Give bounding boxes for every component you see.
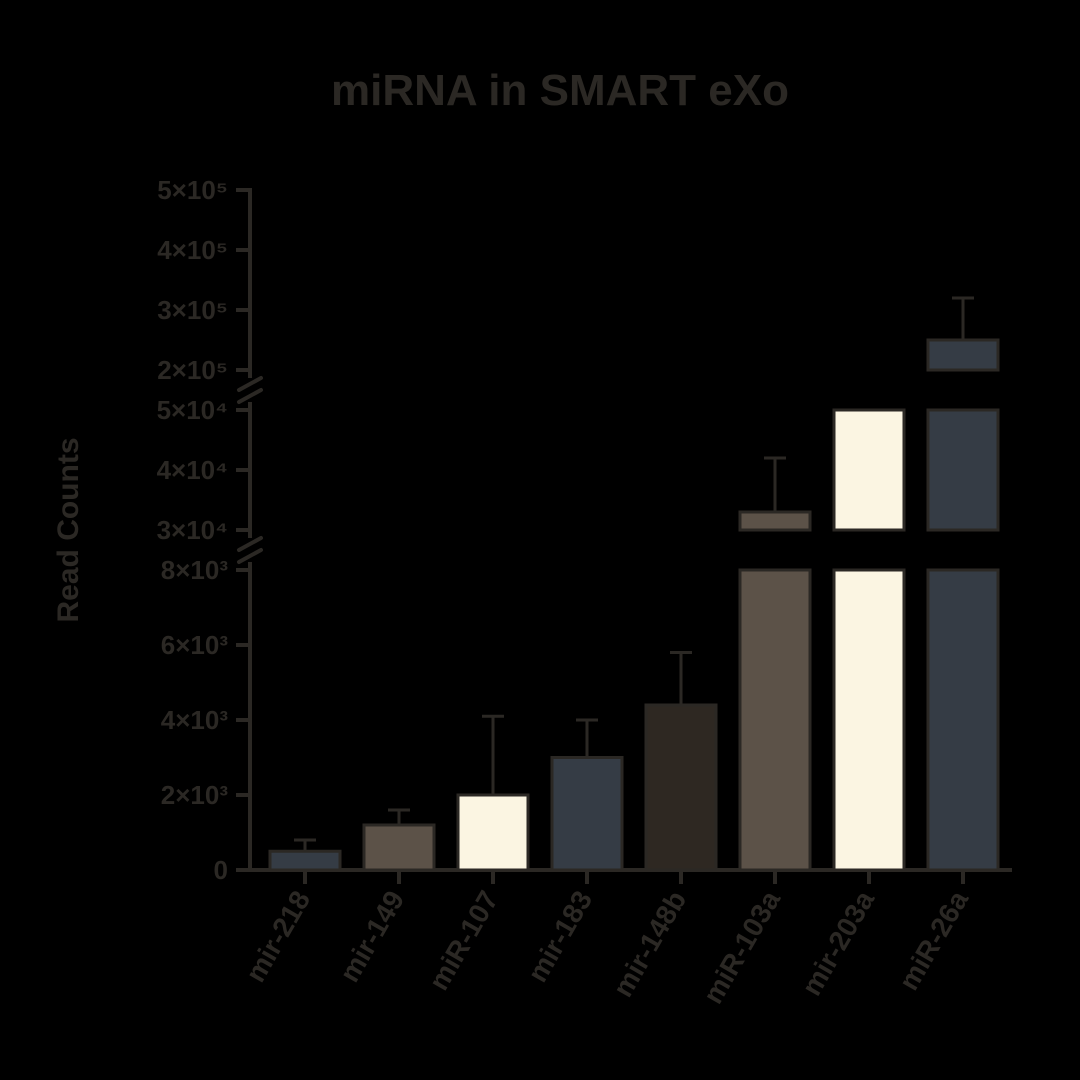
- y-tick-label: 5×10⁵: [157, 175, 228, 205]
- y-tick-label: 6×10³: [161, 630, 229, 660]
- bar-mir-203a: [834, 410, 904, 870]
- y-tick-label: 0: [214, 855, 228, 885]
- y-tick-label: 3×10⁴: [157, 515, 228, 545]
- bar-miR-103a: [740, 458, 810, 870]
- y-tick-label: 4×10⁵: [157, 235, 228, 265]
- mirna-bar-chart: miRNA in SMART eXo Read Counts 0 2×10³ 4×10³…: [0, 0, 1080, 1080]
- y-tick-label: 8×10³: [161, 555, 229, 585]
- chart-title: miRNA in SMART eXo: [331, 66, 789, 115]
- y-tick-label: 3×10⁵: [157, 295, 228, 325]
- y-tick-label: 4×10³: [161, 705, 229, 735]
- y-tick-label: 2×10⁵: [157, 355, 228, 385]
- y-tick-label: 4×10⁴: [157, 455, 228, 485]
- y-tick-label: 2×10³: [161, 780, 229, 810]
- y-axis-label: Read Counts: [52, 437, 85, 622]
- y-tick-label: 5×10⁴: [157, 395, 228, 425]
